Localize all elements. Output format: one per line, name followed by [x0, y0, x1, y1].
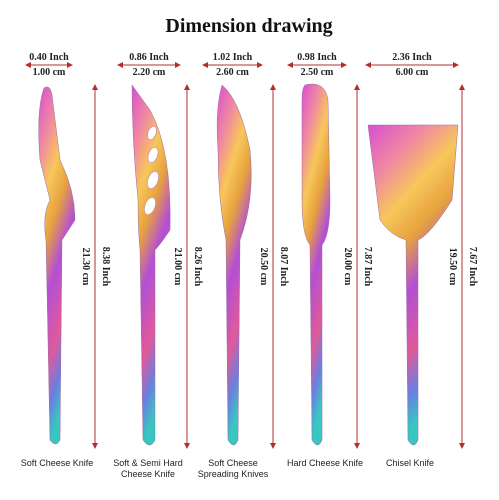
dimensions: 0.40 Inch 1.00 cm 21.30 cm 8.38 Inch Soft Ch… — [21, 52, 478, 479]
title: Dimension drawing — [165, 15, 332, 37]
knife-name: Spreading Knives — [198, 469, 269, 479]
width-cm: 2.60 cm — [216, 67, 249, 78]
knife-name: Hard Cheese Knife — [287, 458, 363, 468]
width-cm: 2.20 cm — [133, 67, 166, 78]
knife — [367, 124, 459, 446]
length-cm: 20.00 cm — [342, 248, 353, 286]
knife-name: Cheese Knife — [121, 469, 175, 479]
width-inch: 2.36 Inch — [392, 52, 432, 63]
length-inch: 8.26 Inch — [192, 247, 203, 287]
knife-name: Soft Cheese Knife — [21, 458, 94, 468]
knife-name: Soft & Semi Hard — [113, 458, 183, 468]
knife — [216, 84, 252, 446]
length-inch: 7.67 Inch — [467, 247, 478, 287]
knife — [301, 83, 331, 446]
length-inch: 8.38 Inch — [100, 247, 111, 287]
knife-name: Soft Cheese — [208, 458, 258, 468]
knife — [131, 84, 171, 446]
width-cm: 2.50 cm — [301, 67, 334, 78]
width-inch: 1.02 Inch — [213, 52, 253, 63]
width-inch: 0.98 Inch — [297, 52, 337, 63]
width-inch: 0.86 Inch — [129, 52, 169, 63]
length-inch: 7.87 Inch — [362, 247, 373, 287]
length-cm: 21.00 cm — [172, 248, 183, 286]
length-cm: 20.50 cm — [258, 248, 269, 286]
length-inch: 8.07 Inch — [278, 247, 289, 287]
knives — [38, 83, 459, 446]
knife-holes — [144, 126, 159, 215]
width-cm: 1.00 cm — [33, 67, 66, 78]
length-cm: 19.50 cm — [447, 248, 458, 286]
width-inch: 0.40 Inch — [29, 52, 69, 63]
width-cm: 6.00 cm — [396, 67, 429, 78]
knife — [38, 86, 76, 445]
length-cm: 21.30 cm — [80, 248, 91, 286]
knife-name: Chisel Knife — [386, 458, 434, 468]
